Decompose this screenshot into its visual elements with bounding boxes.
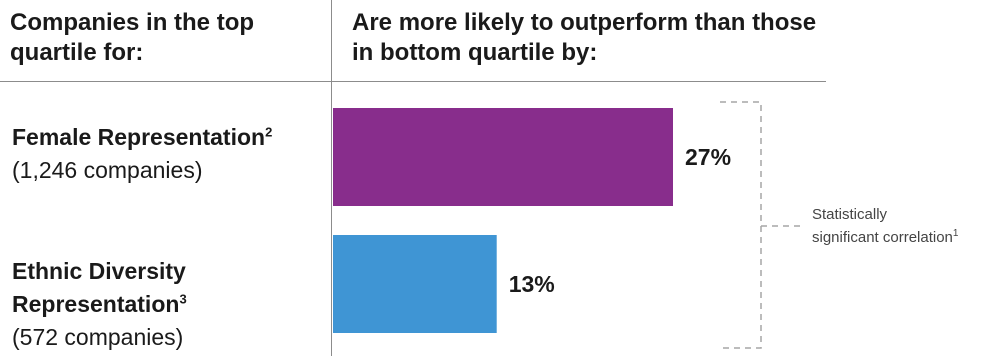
bar-value-label: 13% [509,271,555,297]
footnote-marker: 3 [179,291,187,307]
bar-ethnic [333,235,497,333]
row-label-female: Female Representation2 (1,246 companies) [12,121,322,187]
bracket-note-text: Statistically significant correlation [812,206,953,246]
footnote-marker: 1 [952,228,959,239]
bar-female [333,108,673,206]
row-name: Female Representation2 [12,124,273,150]
bracket-note: Statistically significant correlation1 [812,203,958,249]
left-column-header: Companies in the top quartile for: [10,9,255,66]
row-name: Ethnic Diversity Representation3 [12,258,187,317]
significance-bracket [720,101,801,349]
row-label-ethnic: Ethnic Diversity Representation3 (572 co… [12,255,322,354]
footnote-marker: 2 [265,124,273,140]
header-divider [0,81,826,82]
right-column-header: Are more likely to outperform than those… [352,9,817,66]
bar-value-label: 27% [685,144,731,170]
row-count: (572 companies) [12,324,184,350]
row-count: (1,246 companies) [12,157,203,183]
column-divider [331,0,332,356]
